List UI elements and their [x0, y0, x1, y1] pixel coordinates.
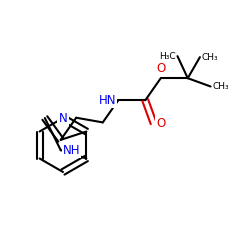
Text: O: O	[156, 117, 166, 130]
Text: N: N	[58, 112, 68, 124]
Text: O: O	[156, 62, 166, 75]
Text: NH: NH	[63, 144, 80, 157]
Text: HN: HN	[99, 94, 116, 107]
Text: H₃C: H₃C	[159, 52, 176, 61]
Text: CH₃: CH₃	[212, 82, 229, 91]
Text: CH₃: CH₃	[202, 53, 218, 62]
